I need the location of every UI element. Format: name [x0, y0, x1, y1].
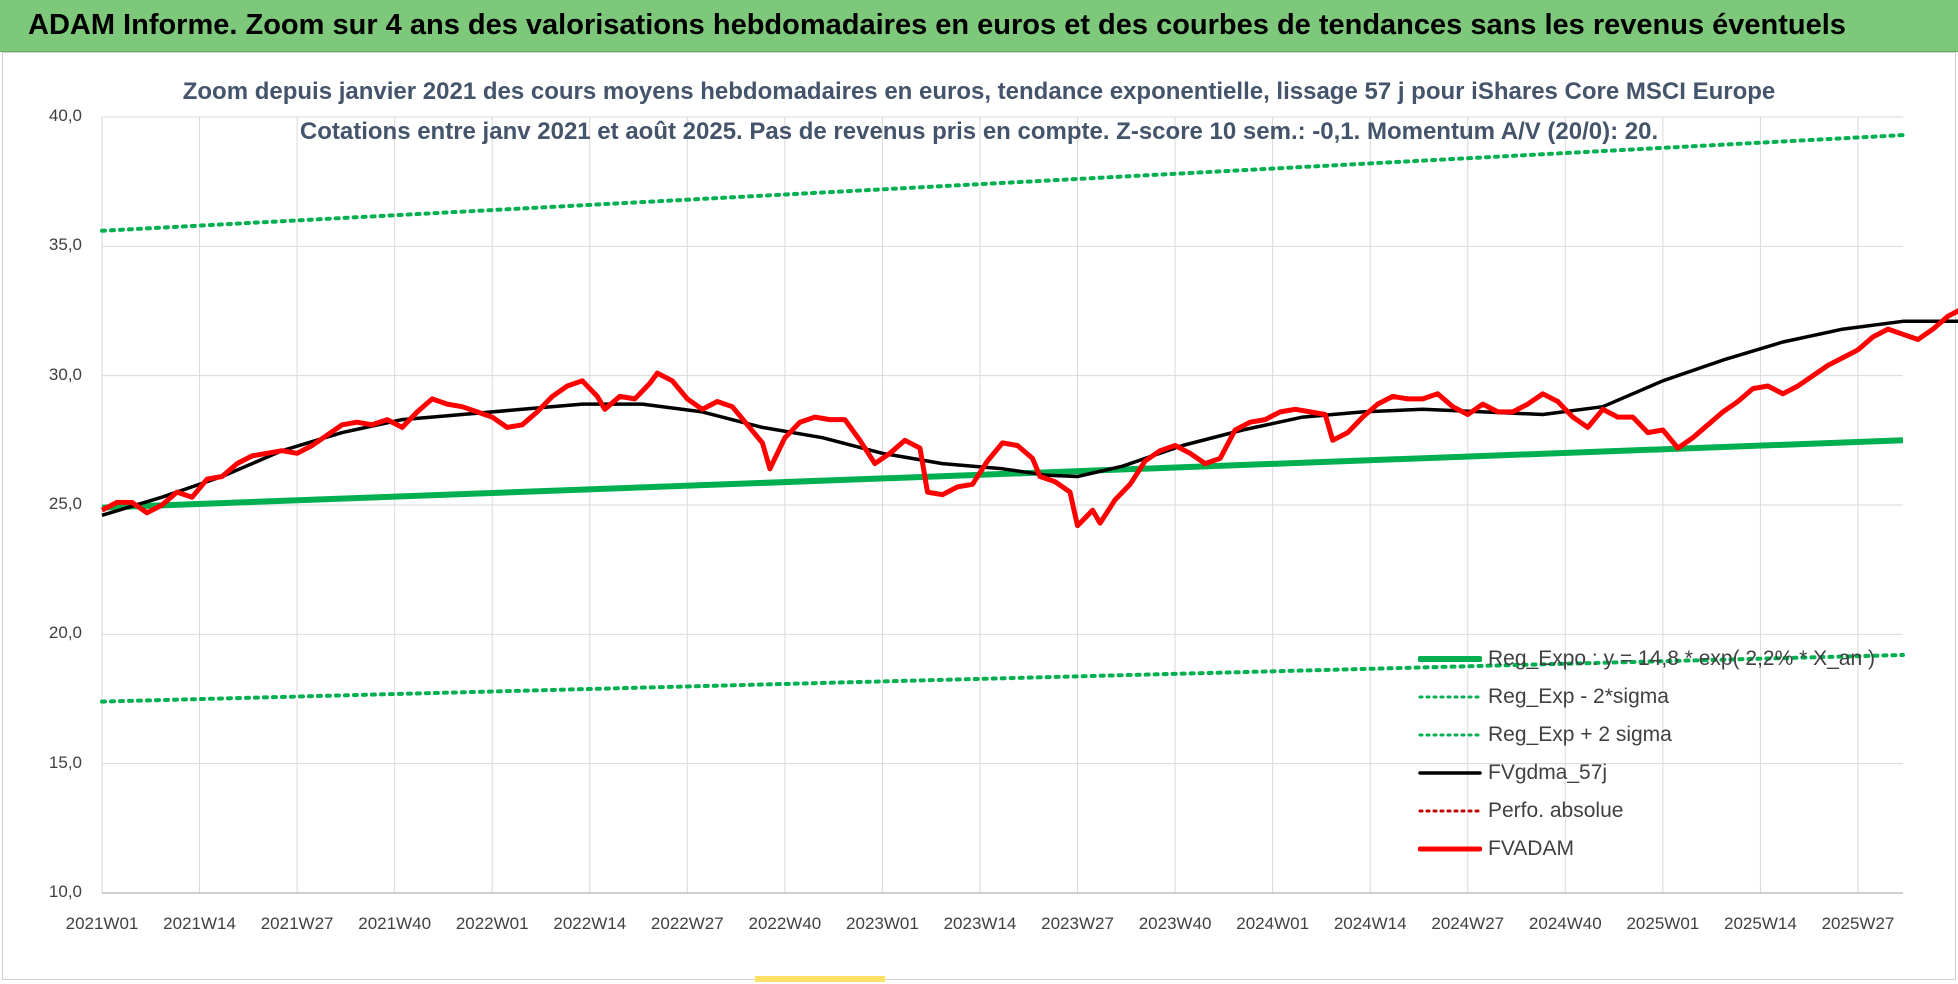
y-tick-label: 20,0: [48, 623, 82, 643]
legend-label: Reg_Exp - 2*sigma: [1488, 685, 1669, 708]
yellow-tab-marker: [755, 976, 885, 982]
y-tick-label: 35,0: [48, 235, 82, 255]
x-tick-label: 2024W14: [1333, 914, 1407, 933]
legend-label: Perfo. absolue: [1488, 799, 1624, 822]
x-tick-label: 2021W27: [260, 914, 334, 933]
legend-label: Reg_Exp + 2 sigma: [1488, 723, 1672, 746]
x-tick-label: 2023W01: [846, 914, 919, 933]
reg-exp-plus-2sigma-line: [100, 133, 1905, 233]
legend-swatch: [1418, 846, 1482, 852]
series-layer: [100, 133, 1958, 704]
legend-label: FVADAM: [1488, 837, 1574, 860]
y-tick-label: 30,0: [48, 364, 82, 384]
fvadam-line: [100, 308, 1958, 529]
x-tick-label: 2025W14: [1724, 914, 1797, 933]
legend-item: Reg_Exp - 2*sigma: [1418, 678, 1878, 716]
x-tick-label: 2024W27: [1431, 914, 1505, 933]
x-tick-label: 2022W14: [553, 914, 627, 933]
banner-title: ADAM Informe. Zoom sur 4 ans des valoris…: [0, 0, 1958, 52]
fvgdma-57j-line: [101, 319, 1958, 517]
grid-layer: [101, 116, 1903, 894]
x-tick-label: 2024W40: [1528, 914, 1602, 933]
x-tick-label: 2023W14: [943, 914, 1017, 933]
x-tick-label: 2022W27: [650, 914, 724, 933]
legend-swatch: [1418, 656, 1482, 662]
legend-swatch: [1418, 809, 1482, 813]
legend-item: Perfo. absolue: [1418, 792, 1878, 830]
legend-swatch: [1418, 771, 1482, 775]
y-tick-label: 15,0: [48, 752, 82, 772]
x-tick-label: 2025W27: [1821, 914, 1895, 933]
legend-item: FVgdma_57j: [1418, 754, 1878, 792]
x-tick-label: 2021W40: [358, 914, 432, 933]
x-tick-label: 2021W14: [163, 914, 236, 933]
y-tick-label: 10,0: [48, 882, 82, 901]
x-tick-label: 2022W01: [455, 914, 529, 933]
y-tick-label: 25,0: [48, 494, 82, 513]
y-tick-label: 40,0: [48, 106, 82, 125]
legend-label: FVgdma_57j: [1488, 761, 1608, 784]
chart-frame: [2, 52, 1956, 980]
reg-expo-line: [101, 437, 1904, 511]
x-tick-label: 2023W27: [1041, 914, 1114, 933]
legend-label: Reg_Expo : y = 14,8 * exp( 2,2% * X_an ): [1488, 647, 1875, 670]
legend-swatch: [1418, 695, 1482, 699]
x-tick-label: 2024W01: [1236, 914, 1310, 933]
reg-exp-minus-2sigma-line: [100, 653, 1905, 704]
chart-title-line1: Zoom depuis janvier 2021 des cours moyen…: [182, 78, 1776, 105]
x-tick-label: 2021W01: [65, 914, 139, 933]
x-tick-label: 2025W01: [1626, 914, 1700, 933]
legend-item: Reg_Exp + 2 sigma: [1418, 716, 1878, 754]
x-tick-label: 2023W40: [1138, 914, 1212, 933]
chart-legend: Reg_Expo : y = 14,8 * exp( 2,2% * X_an )…: [1418, 640, 1878, 868]
x-tick-label: 2022W40: [748, 914, 822, 933]
legend-item: Reg_Expo : y = 14,8 * exp( 2,2% * X_an ): [1418, 640, 1878, 678]
legend-swatch: [1418, 733, 1482, 737]
legend-item: FVADAM: [1418, 830, 1878, 868]
chart-title-line2: Cotations entre janv 2021 et août 2025. …: [299, 118, 1659, 145]
